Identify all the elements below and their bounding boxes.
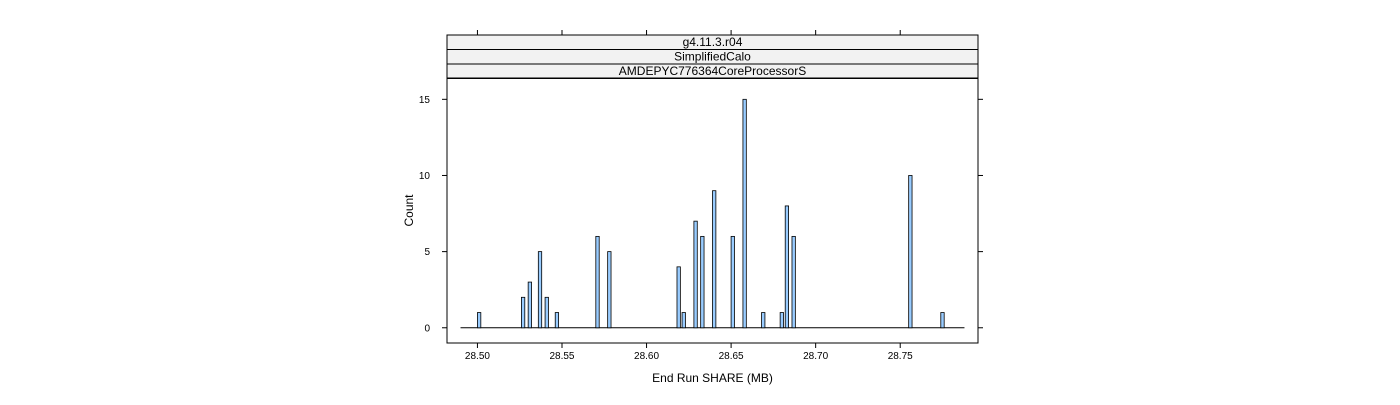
x-tick-label: 28.50	[465, 351, 490, 362]
axes: 28.50 28.55 28.60 28.65 28.70 28.75 0 5 10 15	[419, 30, 983, 362]
strip-label: SimplifiedCalo	[674, 50, 751, 64]
histogram-bar	[784, 205, 789, 329]
x-tick-label: 28.55	[549, 351, 574, 362]
x-axis-title: End Run SHARE (MB)	[652, 371, 773, 385]
histogram-bar	[693, 220, 698, 329]
histogram-bar	[527, 281, 532, 329]
histogram-bar	[700, 235, 705, 329]
y-tick-label: 15	[419, 95, 431, 106]
strip-label: g4.11.3.r04	[683, 35, 743, 49]
histogram-bar	[676, 266, 681, 329]
histogram-bar	[791, 235, 796, 329]
histogram-bar	[477, 312, 482, 329]
histogram-bar	[940, 312, 945, 329]
x-tick-label: 28.75	[888, 351, 913, 362]
histogram-bar	[730, 235, 735, 329]
y-tick-label: 10	[419, 171, 431, 182]
y-tick-label: 0	[424, 323, 430, 334]
plot-panel	[446, 77, 979, 344]
histogram-bar	[595, 235, 600, 329]
y-tick-label: 5	[424, 247, 430, 258]
histogram-bar	[712, 190, 717, 329]
strip-label: AMDEPYC776364CoreProcessorS	[619, 64, 806, 78]
x-tick-label: 28.65	[719, 351, 744, 362]
histogram-bar	[537, 251, 543, 329]
histogram-bar	[908, 175, 913, 329]
histogram-bar	[554, 312, 560, 329]
histogram-bar	[681, 312, 686, 329]
histogram-bar	[742, 98, 747, 329]
histogram-bar	[521, 296, 526, 329]
bars	[460, 98, 965, 329]
histogram-bar	[761, 312, 766, 329]
x-tick-label: 28.70	[803, 351, 828, 362]
x-tick-label: 28.60	[634, 351, 659, 362]
histogram-bar	[779, 312, 784, 329]
histogram-bar	[607, 251, 612, 329]
strip-headers: g4.11.3.r04SimplifiedCaloAMDEPYC776364Co…	[446, 34, 979, 79]
histogram-bar	[544, 296, 549, 329]
y-axis-title: Count	[402, 194, 416, 227]
